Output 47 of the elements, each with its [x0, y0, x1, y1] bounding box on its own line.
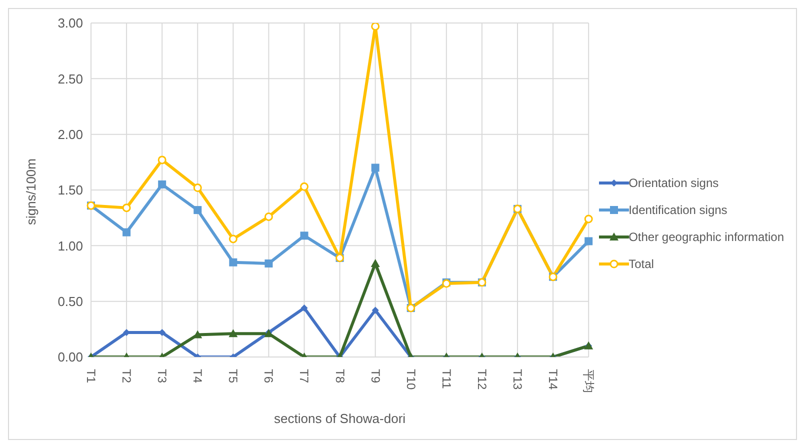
- y-tick-label: 0.00: [58, 350, 83, 365]
- legend-label: Orientation signs: [628, 176, 719, 190]
- x-tick-label: T12: [474, 369, 489, 390]
- point: [584, 237, 593, 246]
- x-tick-label: T1: [84, 369, 98, 384]
- point: [371, 164, 380, 172]
- point: [300, 232, 308, 240]
- point: [370, 258, 380, 267]
- point: [228, 234, 238, 244]
- x-tick-label: T3: [155, 369, 170, 384]
- x-tick-label: T2: [120, 369, 134, 384]
- legend-label: Total: [628, 256, 654, 270]
- x-tick-label: T6: [262, 369, 276, 384]
- x-tick-label: T11: [439, 369, 454, 390]
- point: [229, 258, 238, 266]
- point: [300, 182, 308, 191]
- point: [194, 206, 202, 214]
- y-tick-label: 1.00: [58, 238, 83, 254]
- x-tick-label: T7: [297, 369, 312, 384]
- x-tick-label: T14: [546, 369, 560, 390]
- y-tick-label: 3.00: [58, 16, 83, 31]
- x-tick-label: T8: [332, 369, 347, 384]
- y-tick-label: 2.50: [58, 71, 83, 86]
- point: [584, 214, 593, 224]
- y-tick-label: 0.50: [58, 294, 83, 309]
- point: [264, 212, 273, 221]
- point: [300, 304, 308, 312]
- point: [158, 180, 166, 188]
- x-axis-title: sections of Showa-dori: [274, 411, 406, 426]
- x-tick-label: T13: [510, 369, 524, 390]
- point: [264, 259, 273, 268]
- legend-label: Identification signs: [628, 202, 728, 216]
- y-tick-label: 2.00: [58, 126, 83, 142]
- point: [372, 306, 379, 314]
- legend-label: Other geographic information: [628, 230, 784, 244]
- x-tick-label: T5: [226, 369, 240, 384]
- x-tick-label: 平均: [582, 369, 596, 393]
- y-tick-label: 1.50: [58, 182, 83, 198]
- point: [122, 204, 131, 212]
- point: [122, 228, 131, 236]
- x-tick-label: T4: [190, 369, 205, 384]
- y-axis-title: signs/100m: [24, 158, 39, 225]
- x-tick-label: T10: [404, 369, 418, 390]
- point: [228, 329, 238, 338]
- point: [158, 156, 166, 164]
- point: [193, 184, 202, 192]
- x-tick-label: T9: [368, 369, 382, 384]
